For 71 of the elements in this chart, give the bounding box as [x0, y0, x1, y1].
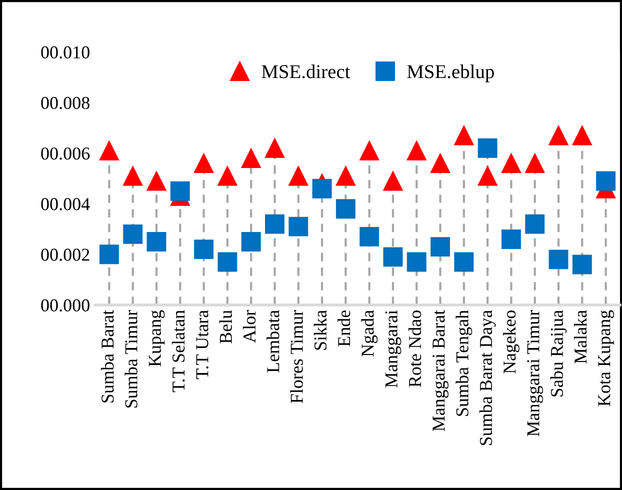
x-tick-label: Manggarai Barat: [432, 310, 448, 432]
point: [360, 140, 380, 160]
point: [430, 237, 450, 257]
x-tick-label: Malaka: [574, 310, 587, 364]
point: [123, 166, 143, 186]
point: [572, 254, 592, 274]
x-tick-label: Sabu Raijua: [550, 310, 567, 396]
x-tick-label: Kupang: [148, 310, 165, 367]
x-tick-label: Manggarai Timur: [527, 310, 544, 436]
point: [596, 171, 616, 191]
point: [241, 232, 261, 252]
point: [265, 214, 284, 234]
y-tick-label: 00.000: [41, 299, 90, 312]
y-tick-label: 00.004: [41, 198, 90, 210]
point: [218, 252, 238, 272]
point: [525, 154, 545, 174]
point: [146, 232, 166, 252]
x-tick-label: Lembata: [266, 310, 280, 373]
point: [241, 148, 261, 168]
x-tick-label: Nagekeo: [503, 310, 520, 374]
point: [572, 126, 592, 146]
legend-label: MSE.eblup: [407, 64, 494, 82]
point: [406, 252, 426, 272]
point: [383, 171, 403, 191]
x-tick-label: Sumba Tengah: [456, 310, 472, 416]
x-tick-label: Rote Ndao: [408, 310, 422, 388]
point: [406, 140, 426, 160]
x-tick-label: Ende: [337, 310, 350, 346]
x-tick-label: Manggarai: [385, 310, 402, 388]
x-tick-label: Alor: [242, 310, 256, 343]
x-tick-label: Ngada: [361, 310, 378, 356]
point: [501, 154, 521, 174]
x-tick-label: Sumba Barat: [101, 310, 114, 402]
point: [548, 250, 568, 270]
point: [170, 181, 190, 201]
y-tick-label: 00.010: [41, 46, 90, 59]
x-tick-label: Flores Timur: [290, 310, 303, 404]
point: [478, 166, 498, 186]
point: [194, 240, 214, 260]
point: [454, 252, 474, 272]
point: [312, 178, 332, 198]
point: [288, 166, 308, 186]
y-tick-label: 00.008: [41, 96, 90, 110]
point: [360, 226, 380, 246]
legend-label: MSE.direct: [262, 64, 350, 78]
y-tick-label: 00.002: [41, 248, 90, 261]
x-tick-label: Sikka: [314, 310, 327, 350]
point: [99, 244, 119, 264]
x-tick-label: T.T Utara: [196, 310, 208, 380]
point: [383, 247, 403, 267]
point: [501, 229, 521, 249]
x-tick-label: T.T Selatan: [172, 310, 185, 392]
point: [146, 171, 166, 191]
point: [454, 126, 474, 146]
x-tick-label: Kota Kupang: [598, 310, 614, 406]
point: [336, 166, 356, 186]
point: [99, 140, 119, 160]
point: [194, 154, 214, 174]
point: [288, 216, 308, 236]
x-tick-label: Sumba Barat Daya: [479, 310, 496, 446]
point: [218, 166, 238, 186]
point: [548, 126, 568, 146]
point: [478, 138, 498, 158]
x-tick-label: Sumba Timur: [124, 310, 138, 408]
point: [123, 224, 143, 244]
x-tick-label: Belu: [219, 310, 232, 344]
point: [265, 138, 284, 158]
y-tick-label: 00.006: [41, 147, 90, 160]
point: [525, 214, 545, 234]
point: [430, 154, 450, 174]
point: [336, 199, 356, 219]
